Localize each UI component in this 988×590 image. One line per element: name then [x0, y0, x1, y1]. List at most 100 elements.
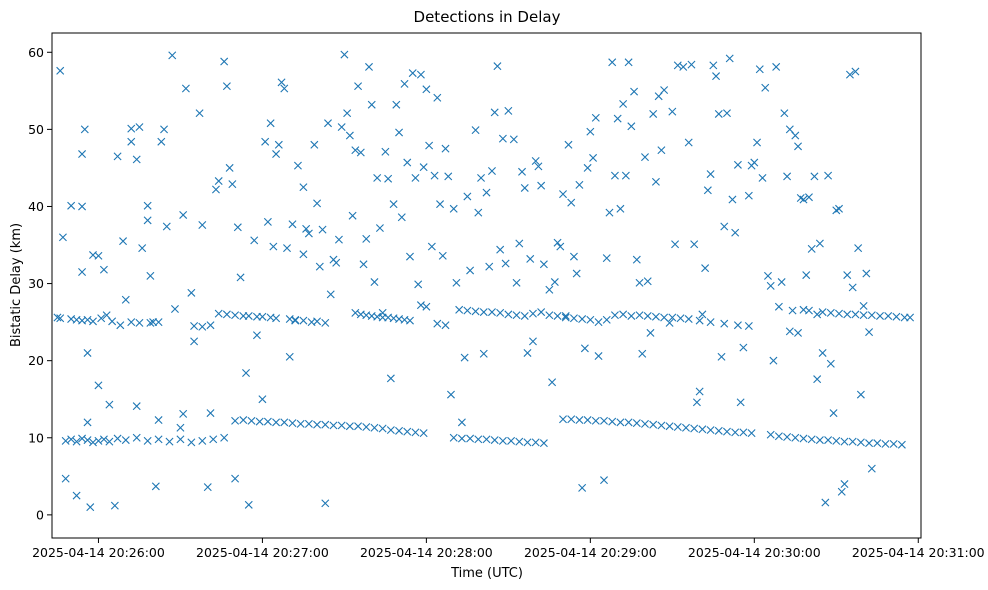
data-point-clutter [567, 198, 576, 207]
data-point-clutter [728, 195, 737, 204]
data-point-target-band-10km [873, 439, 882, 448]
data-point-clutter [274, 140, 283, 149]
data-point-clutter [269, 242, 278, 251]
data-point-clutter [444, 172, 453, 181]
data-point-clutter [490, 108, 499, 117]
data-point-target-band-10km [255, 417, 264, 426]
data-point-target-band-25km [83, 315, 92, 324]
data-point-clutter [733, 160, 742, 169]
data-point-clutter [356, 148, 365, 157]
data-point-clutter [427, 242, 436, 251]
data-point-clutter [559, 190, 568, 199]
data-point-target-band-10km [657, 421, 666, 430]
data-point-target-band-10km [386, 426, 395, 435]
data-point-clutter [94, 381, 103, 390]
data-point-target-band-10km [799, 434, 808, 443]
data-point-clutter [365, 62, 373, 71]
data-point-clutter [624, 58, 633, 67]
data-point-target-band-25km [884, 311, 893, 320]
data-point-clutter [807, 244, 816, 253]
y-axis-title: Bistatic Delay (km) [9, 223, 24, 347]
data-point-clutter [381, 147, 390, 156]
data-point-clutter [586, 127, 595, 136]
data-point-clutter [794, 142, 803, 151]
data-point-target-band-25km [619, 310, 628, 319]
data-point-clutter [225, 163, 234, 172]
data-point-clutter [548, 378, 557, 387]
data-point-target-band-25km [785, 327, 794, 336]
data-point-clutter [569, 252, 578, 261]
data-point-clutter [553, 238, 562, 247]
data-point-clutter [649, 109, 658, 118]
data-point-clutter [449, 204, 458, 213]
data-point-clutter [539, 260, 548, 269]
data-point-target-band-10km [231, 416, 240, 425]
data-point-target-band-25km [733, 321, 742, 330]
data-point-clutter [572, 269, 581, 278]
data-point-target-band-10km [370, 423, 379, 432]
data-point-clutter [845, 70, 854, 79]
data-point-clutter [370, 278, 379, 287]
data-point-target-band-10km [673, 422, 682, 431]
data-point-target-band-25km [198, 322, 207, 331]
y-tick-label: 0 [36, 507, 44, 522]
data-point-target-band-25km [867, 311, 876, 320]
data-point-target-band-10km [378, 424, 387, 433]
data-point-target-band-10km [395, 426, 404, 435]
data-point-clutter [151, 482, 160, 491]
data-point-target-band-10km [72, 437, 81, 446]
data-point-target-band-10km [239, 416, 248, 425]
data-point-clutter [777, 278, 786, 287]
data-point-target-band-25km [651, 312, 660, 321]
data-point-target-band-10km [539, 439, 548, 448]
data-point-clutter [865, 328, 874, 337]
data-point-target-band-10km [321, 420, 330, 429]
data-point-target-band-25km [813, 310, 822, 319]
data-point-clutter [337, 123, 346, 132]
data-point-clutter [815, 239, 824, 248]
data-point-clutter [843, 271, 852, 280]
data-point-clutter [591, 113, 600, 122]
data-point-clutter [537, 181, 546, 190]
y-tick-label: 10 [28, 430, 44, 445]
data-point-target-band-10km [83, 436, 92, 445]
data-point-clutter [660, 86, 669, 95]
data-point-target-band-10km [220, 433, 229, 442]
data-point-clutter [687, 60, 696, 69]
data-point-clutter [712, 72, 721, 81]
y-tick-label: 40 [28, 199, 44, 214]
data-point-clutter [526, 254, 535, 263]
data-point-clutter [179, 210, 188, 219]
data-point-clutter [690, 240, 699, 249]
data-point-clutter [231, 474, 240, 483]
data-point-clutter [411, 173, 420, 182]
data-point-target-band-10km [531, 438, 540, 447]
data-point-clutter [504, 106, 513, 115]
data-point-clutter [121, 295, 130, 304]
data-point-clutter [750, 158, 759, 167]
data-point-target-band-10km [154, 435, 163, 444]
data-point-target-band-10km [641, 419, 649, 428]
data-point-target-band-10km [690, 424, 699, 433]
data-point-clutter [318, 225, 327, 234]
data-point-target-band-25km [206, 321, 215, 330]
data-point-target-band-25km [594, 318, 603, 327]
data-point-target-band-25km [578, 315, 587, 324]
x-tick-label: 2025-04-14 20:26:00 [32, 545, 165, 560]
data-point-target-band-25km [635, 311, 644, 320]
data-point-target-band-25km [528, 309, 537, 318]
data-point-target-band-10km [113, 434, 122, 443]
data-point-clutter [528, 337, 537, 346]
data-point-clutter [272, 150, 281, 159]
data-point-target-band-10km [624, 418, 633, 427]
data-point-clutter [804, 193, 813, 202]
data-point-clutter [354, 82, 363, 91]
data-point-clutter [657, 146, 666, 155]
data-point-clutter [479, 349, 488, 358]
data-point-target-band-10km [337, 421, 346, 430]
data-point-clutter [266, 119, 275, 128]
data-point-clutter [299, 183, 308, 192]
data-point-clutter [395, 128, 404, 137]
data-point-target-band-25km [244, 311, 253, 320]
data-point-clutter [621, 171, 630, 180]
